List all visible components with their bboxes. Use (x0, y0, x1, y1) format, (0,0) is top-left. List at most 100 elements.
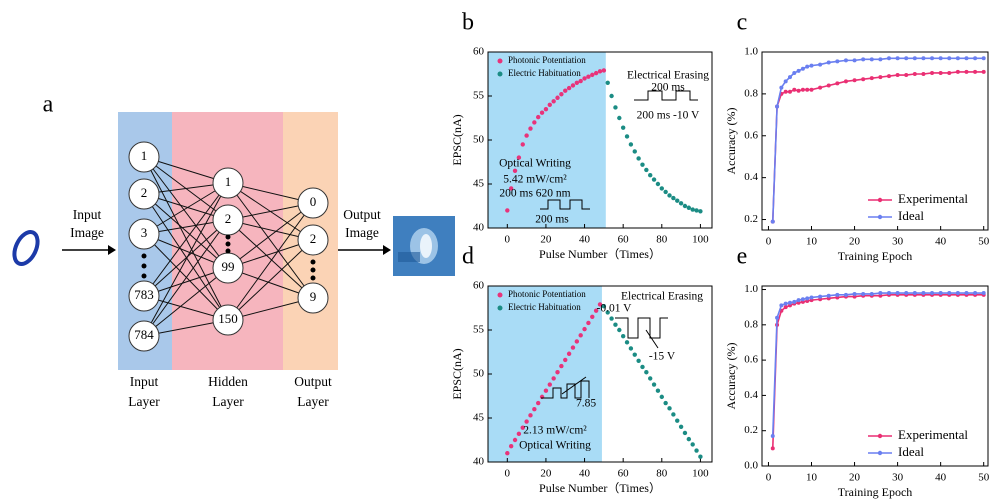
y-tick-label: 45 (473, 178, 485, 190)
data-point (574, 80, 580, 86)
chart: 0.2 0.4 0.6 0.8 1.0 0 10 20 30 40 50 Training Epoch… (724, 10, 990, 263)
data-point (655, 181, 661, 187)
y-tick-label: 0.8 (744, 318, 758, 330)
data-point (930, 70, 935, 75)
neuron-label: 2 (141, 185, 148, 200)
data-point (624, 134, 630, 139)
data-point (796, 88, 801, 93)
connection (143, 193, 229, 321)
legend-marker (497, 58, 503, 64)
x-tick-label: 20 (849, 472, 861, 484)
ellipsis-dot (310, 275, 316, 281)
chart: 40 45 50 55 60 0 20 40 60 80 100 Pulse Number（Times… (450, 10, 713, 261)
layer-label: Input (130, 374, 159, 389)
series-line (771, 294, 984, 449)
data-point (505, 208, 510, 213)
data-point (516, 431, 522, 437)
data-point (861, 77, 866, 82)
data-point (528, 413, 533, 418)
panel-label: d (462, 244, 474, 270)
data-point (555, 95, 560, 100)
data-point (566, 85, 572, 91)
x-tick-label: 40 (935, 236, 947, 248)
x-tick-label: 100 (692, 234, 709, 246)
neuron-label: 0 (310, 194, 317, 209)
data-point (640, 162, 645, 167)
data-point (783, 79, 788, 84)
legend-marker (497, 71, 503, 77)
data-point (566, 351, 572, 356)
data-point (792, 87, 797, 92)
data-point (539, 110, 545, 115)
data-point (590, 314, 595, 319)
data-point (861, 57, 866, 62)
data-point (508, 186, 514, 191)
x-tick-label: 50 (978, 472, 990, 484)
data-point (805, 64, 810, 69)
data-point (690, 207, 695, 212)
data-point (659, 186, 664, 191)
y-tick-label: 0.2 (744, 424, 758, 436)
data-point (597, 69, 603, 74)
data-point (586, 74, 591, 79)
pulse-waveform (634, 90, 698, 101)
data-point (912, 291, 917, 296)
annotation: -0.01 V (597, 303, 633, 315)
y-tick-label: 40 (473, 222, 485, 234)
connection (143, 219, 229, 337)
chart: 0.0 0.2 0.4 0.6 0.8 1.0 0 10 20 30 40 50 Training Ep… (724, 244, 990, 499)
data-point (947, 291, 952, 296)
data-point (973, 291, 978, 296)
data-point (547, 102, 552, 108)
data-point (964, 291, 969, 296)
layer-label: Layer (297, 394, 329, 409)
y-tick-label: 50 (473, 134, 485, 146)
data-point (524, 133, 529, 138)
data-point (520, 142, 525, 147)
data-point (964, 69, 969, 74)
data-point (570, 83, 576, 88)
data-point (516, 155, 522, 160)
data-point (663, 400, 668, 406)
x-tick-label: 50 (978, 236, 990, 248)
highlight-region (488, 52, 606, 228)
data-point (955, 291, 960, 296)
ellipsis-dot (225, 248, 231, 254)
data-point (843, 58, 848, 63)
data-point (955, 56, 960, 61)
x-tick-label: 80 (656, 468, 668, 480)
y-tick-label: 1.0 (744, 46, 758, 58)
data-point (605, 80, 610, 86)
data-point (628, 346, 634, 351)
data-point (694, 448, 699, 453)
neuron (128, 178, 160, 210)
legend-marker (497, 305, 503, 311)
y-axis-title: Accuracy (%) (724, 343, 738, 410)
data-point (973, 56, 978, 61)
data-point (698, 209, 703, 214)
neuron (212, 167, 244, 199)
data-point (775, 104, 780, 109)
x-tick-label: 20 (540, 468, 552, 480)
panel-label: e (737, 244, 748, 270)
panel-label: a (43, 92, 54, 118)
plot-frame (761, 285, 989, 467)
data-point (779, 303, 784, 308)
data-point (792, 70, 797, 75)
data-point (508, 443, 514, 449)
data-point (682, 430, 688, 436)
x-tick-label: 30 (892, 472, 904, 484)
y-tick-label: 0.6 (744, 129, 758, 141)
data-point (593, 70, 599, 76)
data-point (947, 56, 952, 61)
data-point (682, 203, 688, 209)
x-axis-title: Pulse Number（Times） (539, 481, 661, 495)
data-point (843, 79, 848, 84)
data-point (636, 156, 641, 161)
legend-label: Ideal (898, 444, 924, 459)
x-tick-label: 100 (692, 468, 709, 480)
data-point (578, 78, 583, 84)
legend-label: Experimental (898, 427, 968, 442)
data-point (543, 107, 549, 112)
x-tick-label: 40 (579, 234, 591, 246)
